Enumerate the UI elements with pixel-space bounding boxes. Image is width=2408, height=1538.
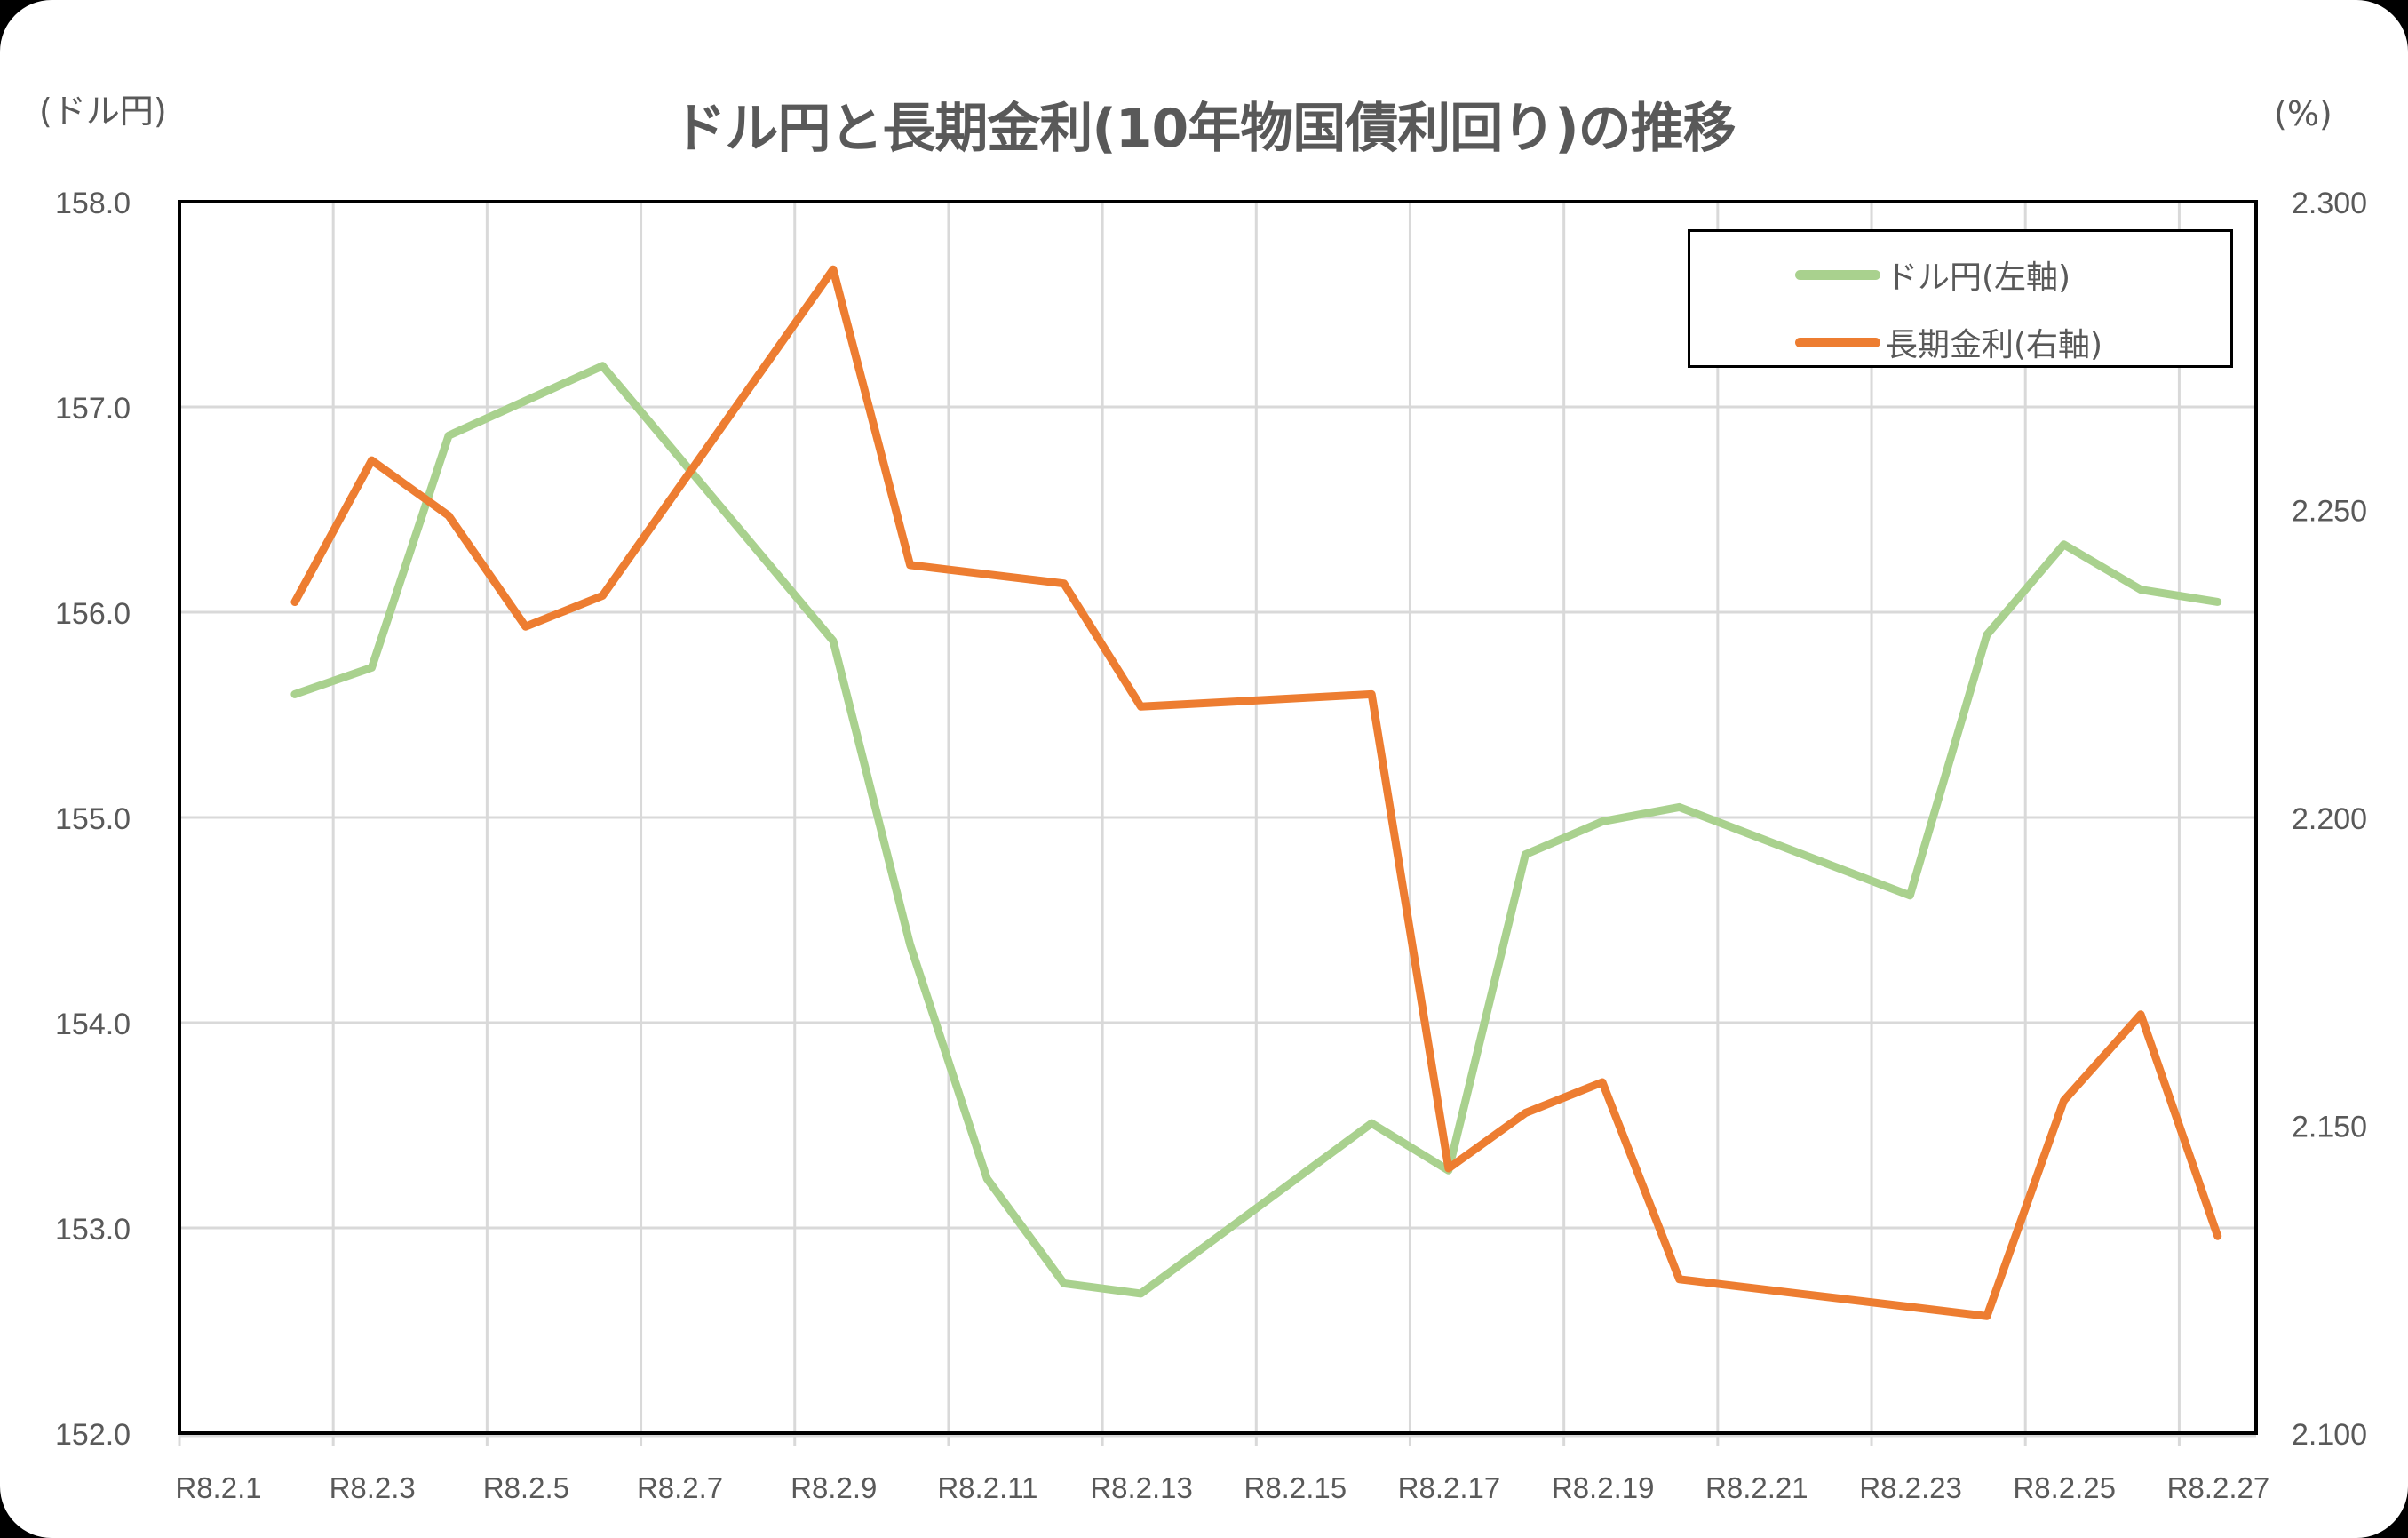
- right-y-tick-label: 2.250: [2292, 495, 2367, 529]
- x-tick-label: R8.2.1: [175, 1471, 261, 1504]
- x-tick-label: R8.2.7: [637, 1471, 723, 1504]
- left-y-tick-label: 153.0: [55, 1213, 131, 1247]
- x-tick-label: R8.2.5: [483, 1471, 569, 1504]
- left-y-tick-label: 155.0: [55, 802, 131, 836]
- right-axis-unit: (%): [2274, 94, 2333, 133]
- left-y-tick-label: 157.0: [55, 392, 131, 426]
- right-y-tick-label: 2.300: [2292, 187, 2367, 220]
- right-y-tick-label: 2.200: [2292, 802, 2367, 836]
- x-tick-label: R8.2.21: [1705, 1471, 1808, 1504]
- legend-swatch-green-line-icon: [1795, 269, 1880, 280]
- left-y-tick-label: 152.0: [55, 1418, 131, 1452]
- x-tick-label: R8.2.27: [2167, 1471, 2270, 1504]
- x-tick-label: R8.2.11: [937, 1471, 1037, 1504]
- x-tick-label: R8.2.17: [1398, 1471, 1501, 1504]
- usdjpy-line: [290, 362, 2222, 1298]
- x-tick-label: R8.2.13: [1090, 1471, 1193, 1504]
- plot-area-border: [178, 200, 2258, 1435]
- x-tick-label: R8.2.3: [330, 1471, 416, 1504]
- x-tick-label: R8.2.19: [1552, 1471, 1655, 1504]
- left-y-tick-label: 154.0: [55, 1008, 131, 1041]
- x-tick-label: R8.2.23: [1859, 1471, 1962, 1504]
- legend-label: 長期金利(右軸): [1886, 327, 2103, 363]
- jgb-yield-line: [290, 265, 2222, 1320]
- chart-legend: ドル円(左軸) 長期金利(右軸): [1688, 229, 2233, 368]
- x-tick-label: R8.2.15: [1244, 1471, 1347, 1504]
- left-y-tick-label: 158.0: [55, 187, 131, 220]
- left-y-tick-label: 156.0: [55, 597, 131, 631]
- right-y-tick-label: 2.150: [2292, 1111, 2367, 1144]
- legend-item-usdjpy: ドル円(左軸): [1795, 251, 2070, 298]
- right-y-tick-label: 2.100: [2292, 1418, 2367, 1452]
- legend-item-jgb-yield: 長期金利(右軸): [1795, 319, 2102, 365]
- x-tick-label: R8.2.25: [2013, 1471, 2116, 1504]
- x-tick-label: R8.2.9: [791, 1471, 877, 1504]
- legend-label: ドル円(左軸): [1886, 259, 2071, 296]
- left-axis-unit: (ドル円): [39, 92, 167, 131]
- chart-title: ドル円と長期金利(10年物国債利回り)の推移: [672, 98, 1736, 160]
- legend-swatch-orange-line-icon: [1795, 337, 1880, 347]
